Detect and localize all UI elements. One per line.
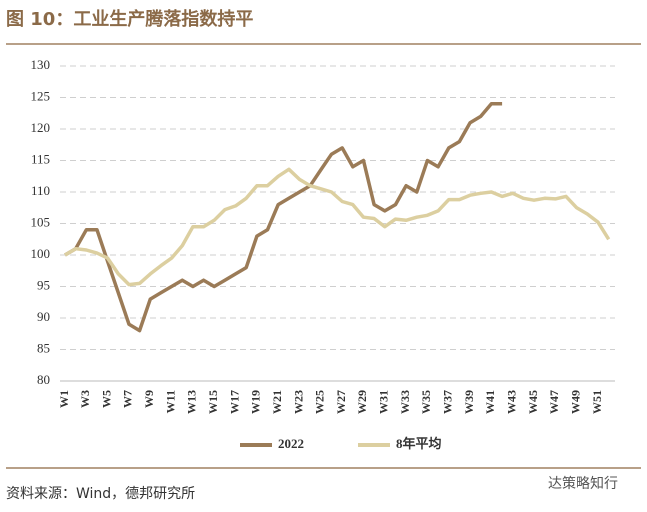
legend-label: 2022 [278,436,304,451]
x-tick-label: W43 [504,390,518,414]
x-tick-label: W23 [291,390,305,414]
y-tick-label: 130 [31,57,51,72]
x-tick-label: W39 [462,390,476,414]
x-tick-label: W29 [355,390,369,414]
x-tick-label: W33 [398,390,412,414]
y-tick-label: 105 [31,214,51,229]
x-tick-label: W7 [121,390,135,408]
y-tick-label: 115 [31,151,50,166]
x-tick-label: W21 [270,390,284,414]
y-tick-label: 125 [31,88,51,103]
watermark: 达策略知行 [548,475,618,492]
y-tick-label: 85 [37,340,50,355]
x-tick-label: W35 [419,390,433,414]
legend-label: 8年平均 [396,436,442,451]
x-tick-label: W13 [185,390,199,414]
x-tick-label: W15 [206,390,220,414]
y-tick-label: 120 [31,120,51,135]
y-tick-label: 80 [37,372,50,387]
chart-title: 图 10：工业生产腾落指数持平 [6,8,253,30]
y-tick-label: 90 [37,309,50,324]
y-tick-label: 100 [31,246,51,261]
x-tick-label: W1 [57,390,71,408]
x-tick-label: W5 [99,390,113,408]
x-tick-label: W45 [526,390,540,414]
series-line [64,102,503,333]
x-tick-label: W37 [441,390,455,414]
x-tick-label: W41 [483,390,497,414]
x-tick-label: W51 [590,390,604,414]
x-tick-label: W9 [142,390,156,408]
x-tick-label: W27 [334,390,348,414]
x-tick-label: W49 [568,390,582,414]
x-tick-label: W11 [163,390,177,413]
x-tick-label: W17 [227,390,241,414]
series-line [64,167,611,287]
x-tick-label: W3 [78,390,92,408]
y-tick-label: 110 [31,183,50,198]
source: 资料来源：Wind，德邦研究所 [6,486,195,502]
x-tick-label: W31 [377,390,391,414]
y-tick-label: 95 [37,277,50,292]
x-tick-label: W25 [313,390,327,414]
x-tick-label: W47 [547,390,561,414]
x-tick-label: W19 [249,390,263,414]
